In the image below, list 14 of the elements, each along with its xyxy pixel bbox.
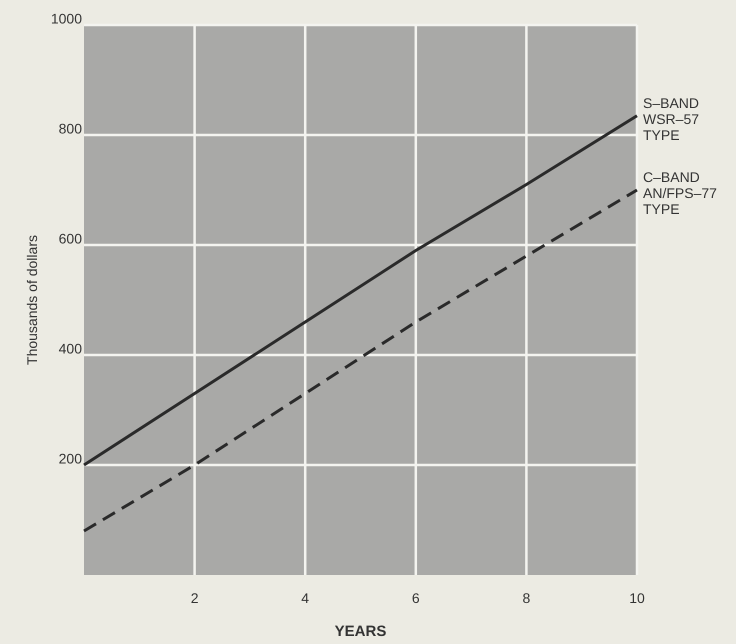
x-tick-label: 6 — [412, 590, 420, 606]
x-tick-label: 8 — [522, 590, 530, 606]
y-tick-label: 1000 — [50, 10, 82, 27]
x-tick-label: 10 — [629, 590, 645, 606]
x-tick-label: 2 — [190, 590, 199, 606]
y-axis-title: Thousands of dollars — [24, 235, 40, 365]
y-tick-label: 400 — [58, 340, 82, 357]
series-label: S–BAND WSR–57 TYPE — [643, 94, 700, 143]
y-tick-label: 800 — [58, 120, 82, 137]
x-axis-title: YEARS — [334, 623, 386, 640]
y-tick-label: 600 — [58, 230, 82, 247]
y-tick-label: 200 — [58, 450, 82, 467]
x-tick-label: 4 — [301, 590, 310, 606]
series-label: C–BAND AN/FPS–77 TYPE — [643, 169, 718, 218]
